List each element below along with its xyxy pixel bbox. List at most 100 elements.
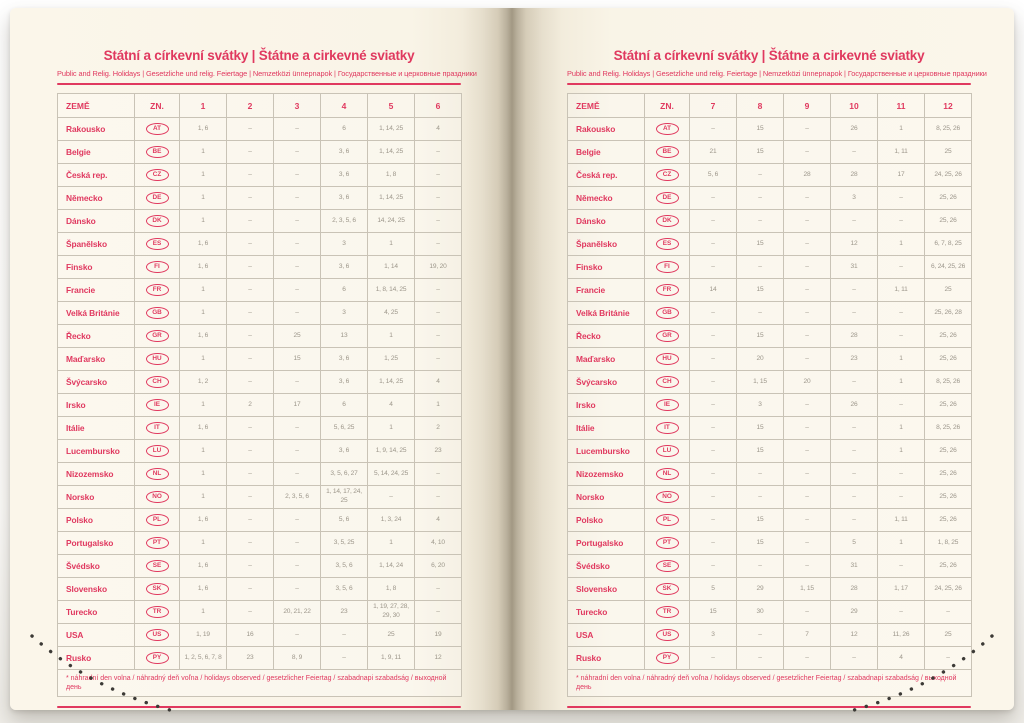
- holiday-dates-cell: –: [273, 209, 321, 233]
- country-name-cell: Finsko: [57, 255, 135, 279]
- table-row: Rakousko AT –15–26 1 8, 25, 26: [567, 117, 972, 141]
- holiday-dates-cell: –: [414, 485, 462, 509]
- table-row: Dánsko DK – – – – –25, 26: [567, 209, 972, 233]
- holiday-dates-cell: 4: [414, 117, 462, 141]
- table-row: Švýcarsko CH 1, 2– –3, 6 1, 14, 25 4: [57, 370, 462, 394]
- country-code-badge: PT: [145, 536, 169, 550]
- country-code-cell: FI: [644, 255, 690, 279]
- holiday-dates-cell: 1, 17: [877, 577, 925, 601]
- diary-open-spread: Státní a církevní svátky | Štátne a cirk…: [10, 8, 1014, 710]
- holiday-dates-cell: –: [273, 531, 321, 555]
- holiday-dates-cell: 1: [179, 209, 227, 233]
- table-row: Belgie BE 1– –3, 6 1, 14, 25–: [57, 140, 462, 164]
- holiday-dates-cell: –: [226, 117, 274, 141]
- holiday-dates-cell: 1, 6: [179, 255, 227, 279]
- holiday-dates-cell: 17: [877, 163, 925, 187]
- holiday-dates-cell: 23: [414, 439, 462, 463]
- holiday-dates-cell: 1, 14: [367, 255, 415, 279]
- holiday-dates-cell: –: [689, 117, 737, 141]
- holiday-dates-cell: –: [783, 209, 831, 233]
- holiday-dates-cell: –: [273, 370, 321, 394]
- country-code-cell: SK: [644, 577, 690, 601]
- holiday-dates-cell: 1, 15: [736, 370, 784, 394]
- holiday-dates-cell: –: [414, 577, 462, 601]
- country-code-badge: NL: [655, 467, 679, 481]
- holiday-dates-cell: 1: [179, 278, 227, 302]
- table-row: Rusko PY 1, 2, 5, 6, 7, 8 23 8, 9–1, 9, 11 12: [57, 646, 462, 670]
- holiday-dates-cell: 3, 5, 6, 27: [320, 462, 368, 486]
- holiday-dates-cell: –: [689, 209, 737, 233]
- country-code-badge: PY: [145, 651, 169, 665]
- holiday-dates-cell: 1, 11: [877, 278, 925, 302]
- holiday-dates-cell: –: [830, 301, 878, 325]
- diary-page-right: Státní a církevní svátky | Štátne a cirk…: [512, 8, 1014, 710]
- holiday-dates-cell: 15: [736, 508, 784, 532]
- holiday-dates-cell: 25, 26: [924, 186, 972, 210]
- holiday-dates-cell: –: [830, 439, 878, 463]
- holiday-dates-cell: 25, 26: [924, 485, 972, 509]
- holiday-dates-cell: –: [830, 462, 878, 486]
- holiday-dates-cell: 15: [736, 140, 784, 164]
- table-row: Itálie IT 1, 6– –5, 6, 25 1 2: [57, 416, 462, 440]
- table-header-row: ZEMĚ ZN. 7 8 9 10 11 12: [567, 93, 972, 118]
- holiday-dates-cell: 1: [179, 301, 227, 325]
- table-row: Německo DE – – –3–25, 26: [567, 186, 972, 210]
- country-code-cell: PY: [134, 646, 180, 670]
- holiday-dates-cell: 25: [924, 278, 972, 302]
- holiday-dates-cell: –: [226, 278, 274, 302]
- table-row: Rusko PY – – – –4–: [567, 646, 972, 670]
- holiday-dates-cell: 4: [414, 508, 462, 532]
- holiday-dates-cell: –: [689, 646, 737, 670]
- holiday-dates-cell: 25: [367, 623, 415, 647]
- holiday-dates-cell: 1, 15: [783, 577, 831, 601]
- country-name-cell: USA: [57, 623, 135, 647]
- holiday-dates-cell: 1: [877, 347, 925, 371]
- country-name-cell: Rusko: [57, 646, 135, 670]
- holiday-dates-cell: –: [783, 278, 831, 302]
- holiday-dates-cell: –: [320, 646, 368, 670]
- holiday-dates-cell: 3, 6: [320, 186, 368, 210]
- holiday-dates-cell: 1, 14, 25: [367, 117, 415, 141]
- country-code-badge: SE: [145, 559, 169, 573]
- holiday-dates-cell: –: [830, 508, 878, 532]
- holiday-dates-cell: –: [414, 324, 462, 348]
- holiday-dates-cell: 25, 26: [924, 439, 972, 463]
- table-row: Finsko FI 1, 6– –3, 6 1, 14 19, 20: [57, 255, 462, 279]
- country-name-cell: Portugalsko: [567, 531, 645, 555]
- accent-rule-top: [567, 83, 971, 85]
- holiday-dates-cell: –: [783, 600, 831, 624]
- country-code-cell: IE: [644, 393, 690, 417]
- holiday-dates-cell: –: [689, 485, 737, 509]
- holiday-dates-cell: 1: [414, 393, 462, 417]
- holiday-dates-cell: 11, 26: [877, 623, 925, 647]
- country-name-cell: Rusko: [567, 646, 645, 670]
- table-row: USA US 3–7 12 11, 26 25: [567, 623, 972, 647]
- holiday-dates-cell: –: [830, 278, 878, 302]
- country-name-cell: Řecko: [567, 324, 645, 348]
- holiday-dates-cell: 15: [736, 232, 784, 256]
- holiday-dates-cell: 4, 25: [367, 301, 415, 325]
- country-code-cell: CH: [134, 370, 180, 394]
- holiday-dates-cell: –: [367, 485, 415, 509]
- table-row: Itálie IT –15– –1 8, 25, 26: [567, 416, 972, 440]
- holiday-dates-cell: –: [736, 485, 784, 509]
- country-code-cell: GR: [644, 324, 690, 348]
- country-name-cell: Maďarsko: [567, 347, 645, 371]
- holiday-dates-cell: –: [736, 209, 784, 233]
- column-header-month: 10: [830, 93, 878, 118]
- holiday-dates-cell: 23: [226, 646, 274, 670]
- holiday-dates-cell: 15: [689, 600, 737, 624]
- holiday-dates-cell: 2: [226, 393, 274, 417]
- country-name-cell: Česká rep.: [57, 163, 135, 187]
- country-name-cell: Švédsko: [57, 554, 135, 578]
- country-code-cell: PL: [644, 508, 690, 532]
- table-row: Rakousko AT 1, 6– –6 1, 14, 25 4: [57, 117, 462, 141]
- holiday-dates-cell: –: [830, 416, 878, 440]
- country-name-cell: Švýcarsko: [567, 370, 645, 394]
- holiday-dates-cell: 5, 14, 24, 25: [367, 462, 415, 486]
- holiday-dates-cell: –: [273, 439, 321, 463]
- country-code-badge: NO: [655, 490, 679, 504]
- country-code-badge: CZ: [655, 168, 679, 182]
- table-row: Francie FR 14 15– –1, 11 25: [567, 278, 972, 302]
- table-row: Nizozemsko NL 1– –3, 5, 6, 27 5, 14, 24, 25–: [57, 462, 462, 486]
